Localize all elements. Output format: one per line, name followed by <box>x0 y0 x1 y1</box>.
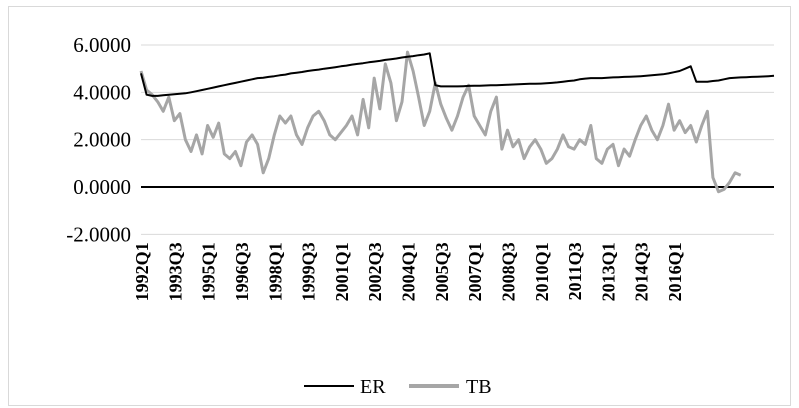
x-tick-label: 2004Q1 <box>399 242 419 301</box>
y-tick-label: 6.0000 <box>73 33 131 57</box>
y-tick-label: 4.0000 <box>73 80 131 104</box>
x-tick-label: 1992Q1 <box>132 242 152 301</box>
legend-label-er: ER <box>360 376 386 398</box>
x-tick-label: 2008Q3 <box>498 242 518 301</box>
x-tick-label: 2011Q3 <box>565 242 585 300</box>
series-line-tb <box>139 50 742 194</box>
x-tick-label: 2010Q1 <box>532 242 552 301</box>
x-tick-label: 2014Q3 <box>632 242 652 301</box>
y-axis-ticks: 6.0000 4.0000 2.0000 0.0000 -2.0000 <box>66 33 131 246</box>
y-tick-label: -2.0000 <box>66 222 131 246</box>
x-tick-label: 2005Q3 <box>432 242 452 301</box>
chart-frame: 6.0000 4.0000 2.0000 0.0000 -2.0000 1992Q1 19… <box>8 6 791 406</box>
x-tick-label: 1998Q1 <box>265 242 285 301</box>
x-tick-label: 2001Q1 <box>332 242 352 301</box>
x-tick-label: 2002Q3 <box>365 242 385 301</box>
y-tick-label: 0.0000 <box>73 175 131 199</box>
x-axis-ticks: 1992Q1 1993Q3 1995Q1 1996Q3 1998Q1 1999Q3 2001… <box>132 242 685 301</box>
gridlines <box>141 44 774 235</box>
x-tick-label: 1993Q3 <box>165 242 185 301</box>
y-tick-label: 2.0000 <box>73 128 131 152</box>
x-tick-label: 2013Q1 <box>598 242 618 301</box>
x-tick-label: 2007Q1 <box>465 242 485 301</box>
series-lines <box>139 50 775 194</box>
x-tick-label: 2016Q1 <box>665 242 685 301</box>
legend: ER TB <box>304 376 492 398</box>
series-line-er <box>140 52 775 97</box>
x-tick-label: 1996Q3 <box>232 242 252 301</box>
x-tick-label: 1995Q1 <box>199 242 219 301</box>
x-tick-label: 1999Q3 <box>299 242 319 301</box>
legend-label-tb: TB <box>466 376 492 398</box>
